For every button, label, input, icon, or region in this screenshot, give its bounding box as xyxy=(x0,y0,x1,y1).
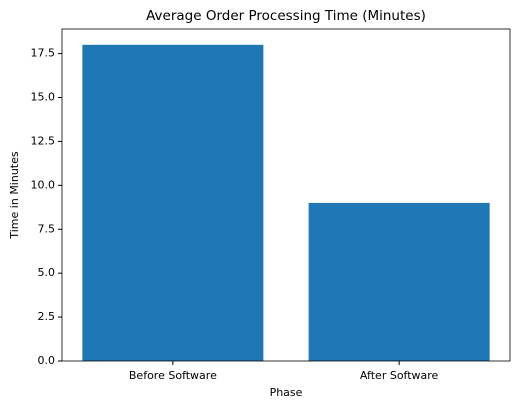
y-tick-label: 2.5 xyxy=(38,310,56,323)
x-axis-label: Phase xyxy=(270,386,303,399)
bar xyxy=(82,44,264,362)
x-tick-label: After Software xyxy=(360,369,439,382)
y-axis-label: Time in Minutes xyxy=(8,151,21,240)
axes-frame xyxy=(61,28,511,362)
y-tick-label: 12.5 xyxy=(31,134,56,147)
y-tick-label: 15.0 xyxy=(31,91,56,104)
x-tick-label: Before Software xyxy=(129,369,217,382)
y-tick-label: 10.0 xyxy=(31,178,56,191)
chart-title: Average Order Processing Time (Minutes) xyxy=(146,8,426,24)
bar xyxy=(308,202,490,361)
y-tick-label: 17.5 xyxy=(31,47,56,60)
y-tick-label: 7.5 xyxy=(38,222,56,235)
y-tick-label: 0.0 xyxy=(38,354,56,367)
y-tick-label: 5.0 xyxy=(38,266,56,279)
